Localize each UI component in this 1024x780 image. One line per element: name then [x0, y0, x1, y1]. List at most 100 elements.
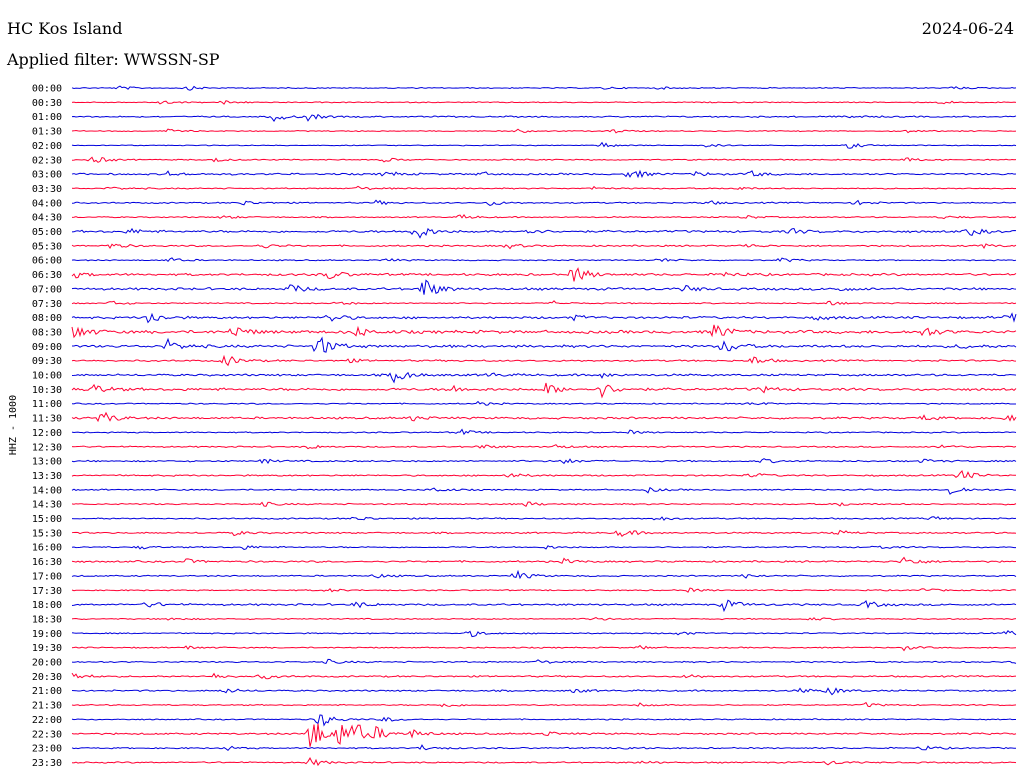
- trace-1930: [71, 644, 1017, 652]
- trace-1700: [71, 569, 1017, 580]
- trace-2000: [71, 658, 1017, 665]
- record-date: 2024-06-24: [921, 19, 1014, 38]
- trace-0430: [71, 213, 1017, 220]
- trace-1400: [71, 486, 1017, 495]
- trace-1430: [71, 501, 1017, 508]
- trace-1100: [71, 400, 1017, 406]
- time-label-0900: 09:00: [32, 342, 62, 353]
- time-label-1030: 10:30: [32, 385, 62, 396]
- time-label-0730: 07:30: [32, 299, 62, 310]
- time-label-1730: 17:30: [32, 586, 62, 597]
- trace-0400: [71, 199, 1017, 207]
- trace-0330: [71, 185, 1017, 191]
- time-label-0630: 06:30: [32, 270, 62, 281]
- trace-0830: [71, 324, 1017, 339]
- trace-2100: [71, 687, 1017, 696]
- time-label-0300: 03:00: [32, 170, 62, 181]
- trace-1530: [71, 529, 1017, 537]
- trace-2200: [71, 714, 1017, 727]
- trace-0700: [71, 279, 1017, 295]
- time-label-2130: 21:30: [32, 701, 62, 712]
- filter-label: Applied filter: WWSSN-SP: [7, 50, 220, 69]
- trace-1230: [71, 444, 1017, 450]
- trace-2300: [71, 744, 1017, 752]
- time-label-1230: 12:30: [32, 442, 62, 453]
- trace-1130: [71, 411, 1017, 423]
- time-label-1900: 19:00: [32, 629, 62, 640]
- trace-0600: [71, 257, 1017, 263]
- time-label-0130: 01:30: [32, 127, 62, 138]
- trace-2130: [71, 701, 1017, 708]
- time-label-1000: 10:00: [32, 371, 62, 382]
- time-label-1130: 11:30: [32, 414, 62, 425]
- time-label-1100: 11:00: [32, 399, 62, 410]
- trace-1030: [71, 382, 1017, 399]
- trace-1500: [71, 516, 1017, 521]
- time-label-1400: 14:00: [32, 485, 62, 496]
- time-label-1430: 14:30: [32, 500, 62, 511]
- time-label-2030: 20:30: [32, 672, 62, 683]
- time-label-1700: 17:00: [32, 571, 62, 582]
- time-label-1200: 12:00: [32, 428, 62, 439]
- time-label-2230: 22:30: [32, 729, 62, 740]
- trace-1300: [71, 458, 1017, 465]
- time-label-2330: 23:30: [32, 758, 62, 769]
- time-label-0930: 09:30: [32, 356, 62, 367]
- trace-0000: [71, 85, 1017, 91]
- time-label-0430: 04:30: [32, 213, 62, 224]
- trace-2030: [71, 672, 1017, 680]
- time-label-2100: 21:00: [32, 686, 62, 697]
- time-label-0530: 05:30: [32, 241, 62, 252]
- station-title: HC Kos Island: [7, 19, 123, 38]
- trace-0130: [71, 128, 1017, 134]
- trace-1000: [71, 371, 1017, 384]
- trace-0230: [71, 156, 1017, 163]
- trace-1730: [71, 587, 1017, 593]
- time-label-0830: 08:30: [32, 327, 62, 338]
- time-label-1500: 15:00: [32, 514, 62, 525]
- time-labels: 00:00 00:30 01:00 01:30 02:00 02:30 03:00 03:30…: [32, 84, 62, 769]
- trace-0030: [71, 100, 1017, 105]
- trace-0730: [71, 300, 1017, 306]
- time-label-0800: 08:00: [32, 313, 62, 324]
- time-label-1600: 16:00: [32, 543, 62, 554]
- time-label-1830: 18:30: [32, 614, 62, 625]
- trace-0300: [71, 169, 1017, 179]
- time-label-2000: 20:00: [32, 658, 62, 669]
- time-label-0030: 00:30: [32, 98, 62, 109]
- time-label-0230: 02:30: [32, 155, 62, 166]
- time-label-1930: 19:30: [32, 643, 62, 654]
- time-label-1330: 13:30: [32, 471, 62, 482]
- time-label-0200: 02:00: [32, 141, 62, 152]
- trace-1200: [71, 428, 1017, 436]
- trace-0900: [71, 336, 1017, 353]
- trace-0630: [71, 267, 1017, 282]
- time-label-1800: 18:00: [32, 600, 62, 611]
- trace-0930: [71, 354, 1017, 367]
- trace-1800: [71, 599, 1017, 613]
- trace-1900: [71, 630, 1017, 638]
- trace-1630: [71, 556, 1017, 564]
- time-label-0000: 00:00: [32, 84, 62, 95]
- trace-0100: [71, 113, 1017, 122]
- trace-0800: [71, 312, 1017, 324]
- time-label-0700: 07:00: [32, 284, 62, 295]
- time-label-1300: 13:00: [32, 457, 62, 468]
- time-label-0330: 03:30: [32, 184, 62, 195]
- trace-1600: [71, 545, 1016, 550]
- trace-0200: [71, 141, 1017, 149]
- trace-1830: [71, 617, 1017, 621]
- time-label-2300: 23:00: [32, 744, 62, 755]
- trace-1330: [71, 470, 1017, 479]
- trace-2230: [71, 723, 1017, 747]
- time-label-1530: 15:30: [32, 528, 62, 539]
- time-label-0100: 01:00: [32, 112, 62, 123]
- time-label-0400: 04:00: [32, 198, 62, 209]
- time-label-2200: 22:00: [32, 715, 62, 726]
- time-label-1630: 16:30: [32, 557, 62, 568]
- time-label-0500: 05:00: [32, 227, 62, 238]
- channel-label: HHZ - 1000: [8, 395, 19, 455]
- trace-2330: [71, 757, 1017, 767]
- trace-0500: [71, 227, 1017, 239]
